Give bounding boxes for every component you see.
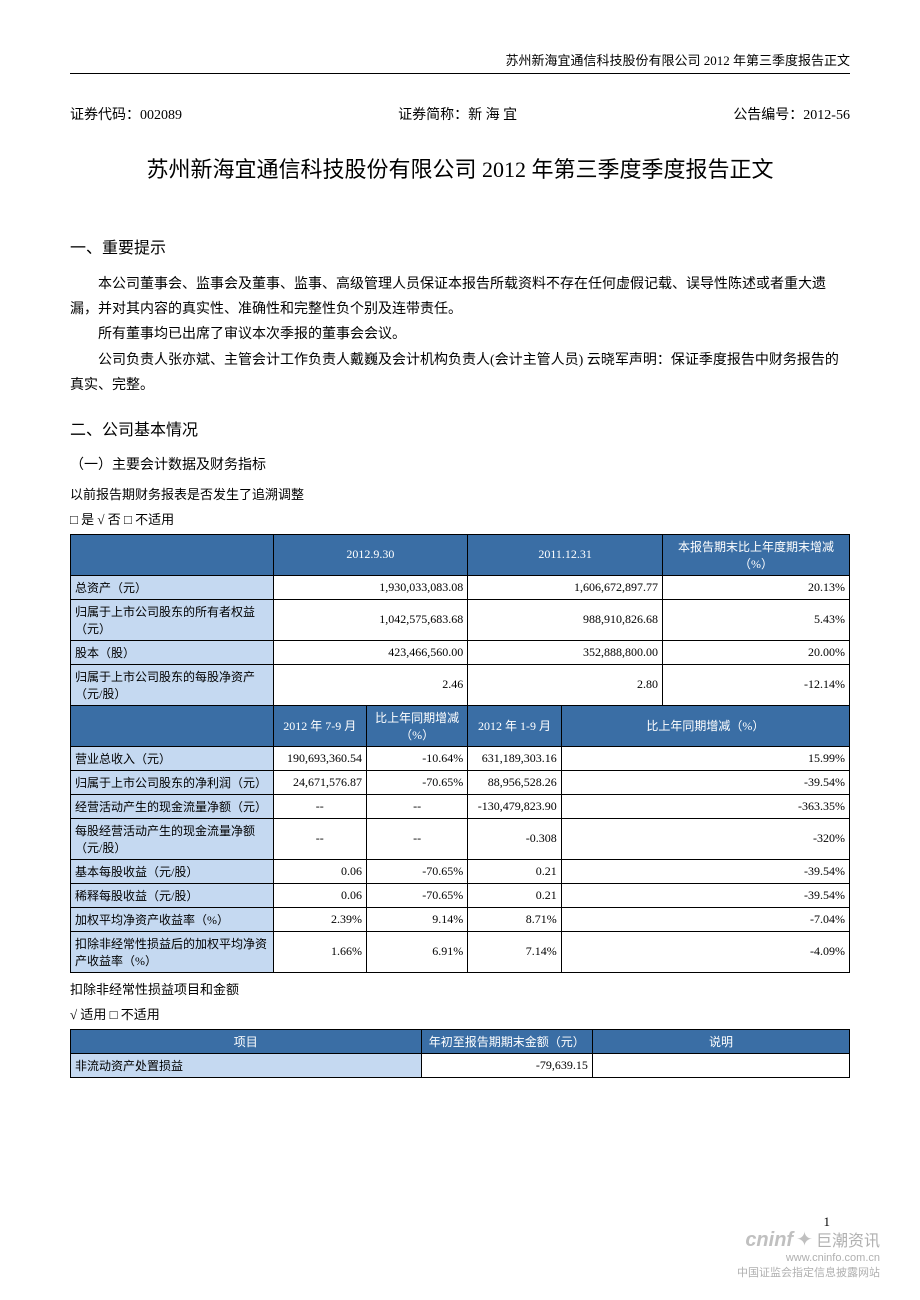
t1-r1-l: 总资产（元） xyxy=(71,575,274,599)
nonrec-title: 扣除非经常性损益项目和金额 xyxy=(70,979,850,998)
t2-r1-a: -79,639.15 xyxy=(421,1053,592,1077)
para-2: 所有董事均已出席了审议本次季报的董事会会议。 xyxy=(70,322,850,347)
t2-h-c1: 项目 xyxy=(71,1029,422,1053)
t1-r11-d: -7.04% xyxy=(561,907,849,931)
t1-h-c4: 本报告期末比上年度期末增减（%） xyxy=(663,534,850,575)
adjust-answer: □ 是 √ 否 □ 不适用 xyxy=(70,509,850,528)
t1-r12-d: -4.09% xyxy=(561,931,849,972)
t1-r12-l: 扣除非经常性损益后的加权平均净资产收益率（%） xyxy=(71,931,274,972)
t1-r4-c: -12.14% xyxy=(663,664,850,705)
t1-r9-d: -39.54% xyxy=(561,859,849,883)
t1-r10-d: -39.54% xyxy=(561,883,849,907)
nonrec-table: 项目 年初至报告期期末金额（元） 说明 非流动资产处置损益 -79,639.15 xyxy=(70,1029,850,1078)
footer-note: 中国证监会指定信息披露网站 xyxy=(737,1264,880,1280)
t1-r1-c: 20.13% xyxy=(663,575,850,599)
t1-r8-d: -320% xyxy=(561,818,849,859)
t1-r7-b: -- xyxy=(367,794,468,818)
t1-r10-b: -70.65% xyxy=(367,883,468,907)
t1-r5-d: 15.99% xyxy=(561,746,849,770)
t1-r8-b: -- xyxy=(367,818,468,859)
t1-r7-a: -- xyxy=(273,794,366,818)
t1-r2-l: 归属于上市公司股东的所有者权益（元） xyxy=(71,599,274,640)
t1-r10-a: 0.06 xyxy=(273,883,366,907)
t1-r4-b: 2.80 xyxy=(468,664,663,705)
security-code: 证券代码：002089 xyxy=(70,104,182,124)
t1-r4-l: 归属于上市公司股东的每股净资产（元/股） xyxy=(71,664,274,705)
t1-r5-a: 190,693,360.54 xyxy=(273,746,366,770)
t1-h-blank xyxy=(71,534,274,575)
footer-watermark: cninf ✦ 巨潮资讯 www.cninfo.com.cn 中国证监会指定信息… xyxy=(737,1227,880,1280)
t1-r11-c: 8.71% xyxy=(468,907,561,931)
t1-h2-c4: 2012 年 1-9 月 xyxy=(468,705,561,746)
footer-brand-cn: 巨潮资讯 xyxy=(816,1233,880,1250)
t1-r6-d: -39.54% xyxy=(561,770,849,794)
t2-r1-b xyxy=(592,1053,849,1077)
t1-r12-c: 7.14% xyxy=(468,931,561,972)
t1-r5-c: 631,189,303.16 xyxy=(468,746,561,770)
t1-r3-b: 352,888,800.00 xyxy=(468,640,663,664)
t1-r4-a: 2.46 xyxy=(273,664,468,705)
footer-logo-text: cninf xyxy=(745,1229,793,1251)
page-header: 苏州新海宜通信科技股份有限公司 2012 年第三季度报告正文 xyxy=(70,50,850,74)
t1-r6-b: -70.65% xyxy=(367,770,468,794)
t1-r1-b: 1,606,672,897.77 xyxy=(468,575,663,599)
t1-r8-a: -- xyxy=(273,818,366,859)
t1-h-c3: 2011.12.31 xyxy=(468,534,663,575)
financial-table-1: 2012.9.30 2011.12.31 本报告期末比上年度期末增减（%） 总资… xyxy=(70,534,850,973)
t1-r11-a: 2.39% xyxy=(273,907,366,931)
t1-r2-b: 988,910,826.68 xyxy=(468,599,663,640)
security-short: 证券简称：新 海 宜 xyxy=(398,104,517,124)
t1-r7-l: 经营活动产生的现金流量净额（元） xyxy=(71,794,274,818)
t1-r5-b: -10.64% xyxy=(367,746,468,770)
footer-url: www.cninfo.com.cn xyxy=(737,1252,880,1264)
t1-h-c2: 2012.9.30 xyxy=(273,534,468,575)
t1-r10-c: 0.21 xyxy=(468,883,561,907)
t1-h2-blank xyxy=(71,705,274,746)
t1-r2-a: 1,042,575,683.68 xyxy=(273,599,468,640)
t1-r6-l: 归属于上市公司股东的净利润（元） xyxy=(71,770,274,794)
t1-r9-c: 0.21 xyxy=(468,859,561,883)
t1-r5-l: 营业总收入（元） xyxy=(71,746,274,770)
t2-h-c3: 说明 xyxy=(592,1029,849,1053)
t2-h-c2: 年初至报告期期末金额（元） xyxy=(421,1029,592,1053)
t1-r6-c: 88,956,528.26 xyxy=(468,770,561,794)
doc-title: 苏州新海宜通信科技股份有限公司 2012 年第三季度季度报告正文 xyxy=(70,152,850,184)
sub-heading-1: （一）主要会计数据及财务指标 xyxy=(70,454,850,474)
t1-r9-l: 基本每股收益（元/股） xyxy=(71,859,274,883)
nonrec-apply: √ 适用 □ 不适用 xyxy=(70,1004,850,1023)
section-2-heading: 二、公司基本情况 xyxy=(70,416,850,440)
t1-r3-c: 20.00% xyxy=(663,640,850,664)
para-1: 本公司董事会、监事会及董事、监事、高级管理人员保证本报告所载资料不存在任何虚假记… xyxy=(70,272,850,322)
t1-h2-c5: 比上年同期增减（%） xyxy=(561,705,849,746)
t1-r9-b: -70.65% xyxy=(367,859,468,883)
t1-r9-a: 0.06 xyxy=(273,859,366,883)
t1-r12-a: 1.66% xyxy=(273,931,366,972)
t1-r1-a: 1,930,033,083.08 xyxy=(273,575,468,599)
t1-r11-l: 加权平均净资产收益率（%） xyxy=(71,907,274,931)
t1-r10-l: 稀释每股收益（元/股） xyxy=(71,883,274,907)
section-1-heading: 一、重要提示 xyxy=(70,234,850,258)
t1-r7-d: -363.35% xyxy=(561,794,849,818)
t1-r8-c: -0.308 xyxy=(468,818,561,859)
t1-r3-a: 423,466,560.00 xyxy=(273,640,468,664)
para-3: 公司负责人张亦斌、主管会计工作负责人戴巍及会计机构负责人(会计主管人员) 云晓军… xyxy=(70,348,850,398)
t1-r11-b: 9.14% xyxy=(367,907,468,931)
footer-logo-icon: ✦ xyxy=(796,1229,813,1251)
t2-r1-l: 非流动资产处置损益 xyxy=(71,1053,422,1077)
t1-r6-a: 24,671,576.87 xyxy=(273,770,366,794)
t1-r8-l: 每股经营活动产生的现金流量净额（元/股） xyxy=(71,818,274,859)
t1-r3-l: 股本（股） xyxy=(71,640,274,664)
meta-row: 证券代码：002089 证券简称：新 海 宜 公告编号：2012-56 xyxy=(70,104,850,124)
t1-r7-c: -130,479,823.90 xyxy=(468,794,561,818)
t1-r2-c: 5.43% xyxy=(663,599,850,640)
notice-no: 公告编号：2012-56 xyxy=(733,104,850,124)
t1-r12-b: 6.91% xyxy=(367,931,468,972)
t1-h2-c2: 2012 年 7-9 月 xyxy=(273,705,366,746)
t1-h2-c3: 比上年同期增减（%） xyxy=(367,705,468,746)
adjust-question: 以前报告期财务报表是否发生了追溯调整 xyxy=(70,484,850,503)
